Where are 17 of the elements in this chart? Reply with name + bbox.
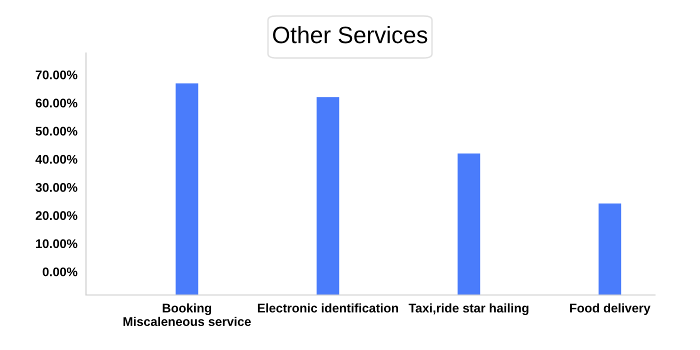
y-tick-label: 40.00% <box>35 154 78 164</box>
bar <box>176 83 198 295</box>
x-tick-label: Food delivery <box>570 303 650 315</box>
bar <box>598 204 622 295</box>
x-tick-label: Electronic identification <box>258 303 398 313</box>
y-tick-label: 50.00% <box>36 126 78 136</box>
y-tick-label: 70.00% <box>36 70 78 80</box>
bar <box>458 153 480 295</box>
chart-title: Other Services <box>273 26 428 44</box>
y-tick-label: 30.00% <box>36 183 78 192</box>
y-tick-label: 0.00% <box>42 267 78 276</box>
y-tick-label: 10.00% <box>36 239 78 248</box>
y-tick-label: 20.00% <box>36 211 78 220</box>
y-tick-label: 60.00% <box>36 98 78 108</box>
x-tick-label: Booking Miscaleneous service <box>124 303 251 326</box>
bar <box>316 97 340 295</box>
x-tick-label: Taxi,ride star hailing <box>408 303 528 316</box>
